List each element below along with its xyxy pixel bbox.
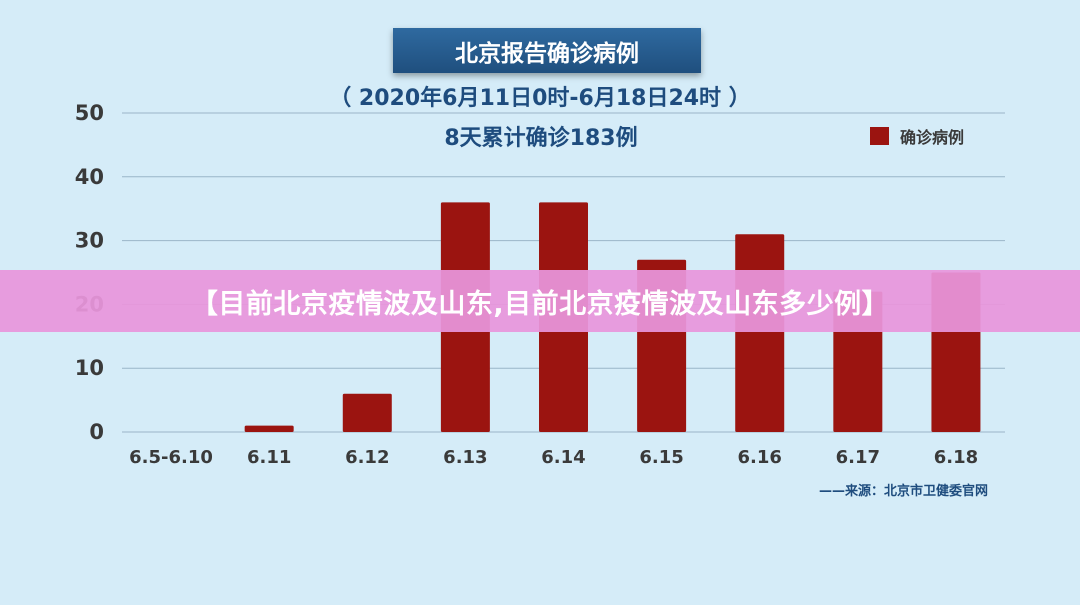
- chart-title-box: 北京报告确诊病例: [393, 28, 701, 73]
- x-tick-label: 6.17: [836, 447, 880, 468]
- y-tick-label: 0: [89, 420, 104, 444]
- y-tick-label: 40: [75, 165, 104, 189]
- chart-main-title: 北京报告确诊病例: [455, 40, 639, 67]
- y-tick-label: 10: [75, 356, 104, 380]
- x-tick-label: 6.18: [934, 447, 978, 468]
- x-tick-label: 6.5-6.10: [129, 447, 213, 468]
- legend-label: 确诊病例: [900, 128, 964, 147]
- y-tick-label: 30: [75, 229, 104, 253]
- headline-banner-text: 【目前北京疫情波及山东,目前北京疫情波及山东多少例】: [190, 288, 890, 320]
- bar: [244, 425, 294, 432]
- x-tick-label: 6.14: [541, 447, 585, 468]
- chart-summary-title: 8天累计确诊183例: [444, 125, 637, 151]
- legend-swatch: [870, 127, 889, 145]
- source-note: ——来源：北京市卫健委官网: [819, 483, 988, 499]
- date-range-subtitle: （ 2020年6月11日0时-6月18日24时 ）: [329, 86, 751, 111]
- bar: [735, 234, 785, 432]
- y-tick-label: 50: [75, 101, 104, 125]
- headline-banner: 【目前北京疫情波及山东,目前北京疫情波及山东多少例】: [0, 270, 1080, 332]
- x-tick-label: 6.13: [443, 447, 487, 468]
- x-tick-label: 6.15: [639, 447, 683, 468]
- x-tick-label: 6.11: [247, 447, 291, 468]
- bar: [342, 393, 392, 432]
- x-tick-label: 6.16: [738, 447, 782, 468]
- x-tick-label: 6.12: [345, 447, 389, 468]
